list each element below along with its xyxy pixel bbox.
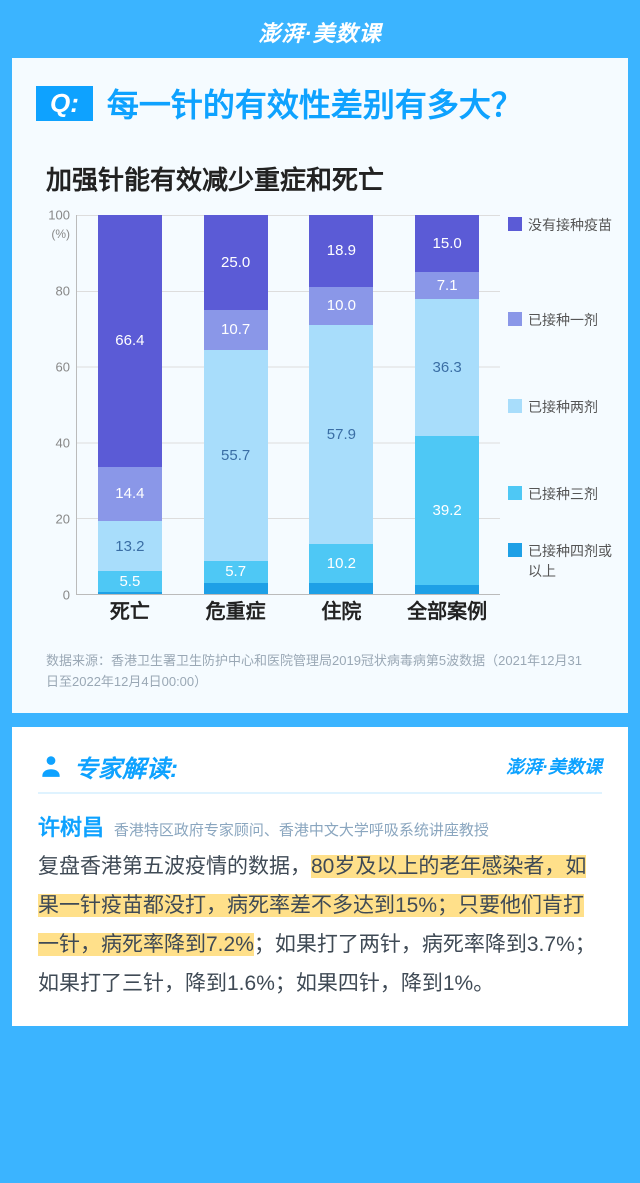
bar-segment: 66.4 (98, 215, 162, 467)
bar-segment: 36.3 (415, 299, 479, 437)
legend-item: 已接种三剂 (508, 484, 598, 504)
bar-segment: 10.0 (309, 287, 373, 325)
expert-body: 许树昌 香港特区政府专家顾问、香港中文大学呼吸系统讲座教授 复盘香港第五波疫情的… (38, 794, 602, 1004)
legend-swatch (508, 543, 522, 557)
legend-item: 没有接种疫苗 (508, 215, 612, 235)
bar-segment (309, 583, 373, 594)
bar-group: 10.257.910.018.9住院 (309, 215, 373, 594)
q-badge: Q: (36, 86, 93, 121)
expert-card: 专家解读: 澎湃·美数课 许树昌 香港特区政府专家顾问、香港中文大学呼吸系统讲座… (12, 727, 628, 1026)
bar-segment (98, 592, 162, 594)
bar-segment: 14.4 (98, 467, 162, 522)
y-axis: (%) 020406080100 (32, 215, 76, 595)
expert-role: 香港特区政府专家顾问、香港中文大学呼吸系统讲座教授 (114, 822, 489, 839)
person-icon (38, 753, 64, 779)
y-unit: (%) (51, 227, 70, 241)
bar-group: 5.513.214.466.4死亡 (98, 215, 162, 594)
bar-segment: 15.0 (415, 215, 479, 272)
legend-item: 已接种一剂 (508, 310, 598, 330)
bars-area: 5.513.214.466.4死亡5.755.710.725.0危重症10.25… (76, 215, 500, 595)
legend-swatch (508, 217, 522, 231)
legend-label: 已接种两剂 (528, 397, 598, 417)
chart-title: 加强针能有效减少重症和死亡 (12, 136, 628, 215)
bar-segment: 5.5 (98, 571, 162, 592)
page: 澎湃·美数课 Q: 每一针的有效性差别有多大？ 加强针能有效减少重症和死亡 (%… (0, 0, 640, 1183)
bar-group: 5.755.710.725.0危重症 (204, 215, 268, 594)
legend-label: 已接种三剂 (528, 484, 598, 504)
expert-name: 许树昌 (38, 815, 104, 840)
brand-logo-top: 澎湃·美数课 (12, 12, 628, 58)
bar-segment: 10.7 (204, 310, 268, 351)
bar-segment: 13.2 (98, 521, 162, 571)
category-label: 全部案例 (402, 595, 492, 624)
bar-segment: 18.9 (309, 215, 373, 287)
expert-header: 专家解读: 澎湃·美数课 (38, 749, 602, 794)
chart: (%) 020406080100 5.513.214.466.4死亡5.755.… (12, 215, 628, 595)
y-tick: 40 (56, 436, 70, 451)
category-label: 死亡 (85, 595, 175, 624)
category-label: 住院 (297, 595, 387, 624)
y-tick: 60 (56, 360, 70, 375)
legend-item: 已接种四剂或以上 (508, 541, 620, 581)
legend-item: 已接种两剂 (508, 397, 598, 417)
legend-label: 没有接种疫苗 (528, 215, 612, 235)
bar-segment: 7.1 (415, 272, 479, 299)
y-tick: 100 (48, 208, 70, 223)
question-row: Q: 每一针的有效性差别有多大？ (12, 58, 628, 136)
bar-segment: 10.2 (309, 544, 373, 583)
expert-section-title: 专家解读: (74, 749, 178, 784)
legend: 没有接种疫苗已接种一剂已接种两剂已接种三剂已接种四剂或以上 (500, 215, 620, 595)
bar-segment: 5.7 (204, 561, 268, 583)
bar-segment: 55.7 (204, 350, 268, 561)
y-tick: 80 (56, 284, 70, 299)
y-tick: 0 (63, 588, 70, 603)
bar-segment: 39.2 (415, 436, 479, 585)
body-text: 复盘香港第五波疫情的数据， (38, 855, 311, 878)
legend-label: 已接种一剂 (528, 310, 598, 330)
legend-swatch (508, 312, 522, 326)
bar-group: 39.236.37.115.0全部案例 (415, 215, 479, 594)
legend-swatch (508, 399, 522, 413)
bar-segment: 25.0 (204, 215, 268, 310)
category-label: 危重症 (191, 595, 281, 624)
question-card: Q: 每一针的有效性差别有多大？ 加强针能有效减少重症和死亡 (%) 0 20 40… (12, 58, 628, 713)
bar-segment: 57.9 (309, 325, 373, 544)
y-tick: 20 (56, 512, 70, 527)
question-text: 每一针的有效性差别有多大？ (107, 80, 523, 126)
legend-swatch (508, 486, 522, 500)
brand-logo-small: 澎湃·美数课 (506, 753, 602, 779)
bar-segment (204, 583, 268, 594)
bar-segment (415, 585, 479, 594)
legend-label: 已接种四剂或以上 (528, 541, 620, 581)
